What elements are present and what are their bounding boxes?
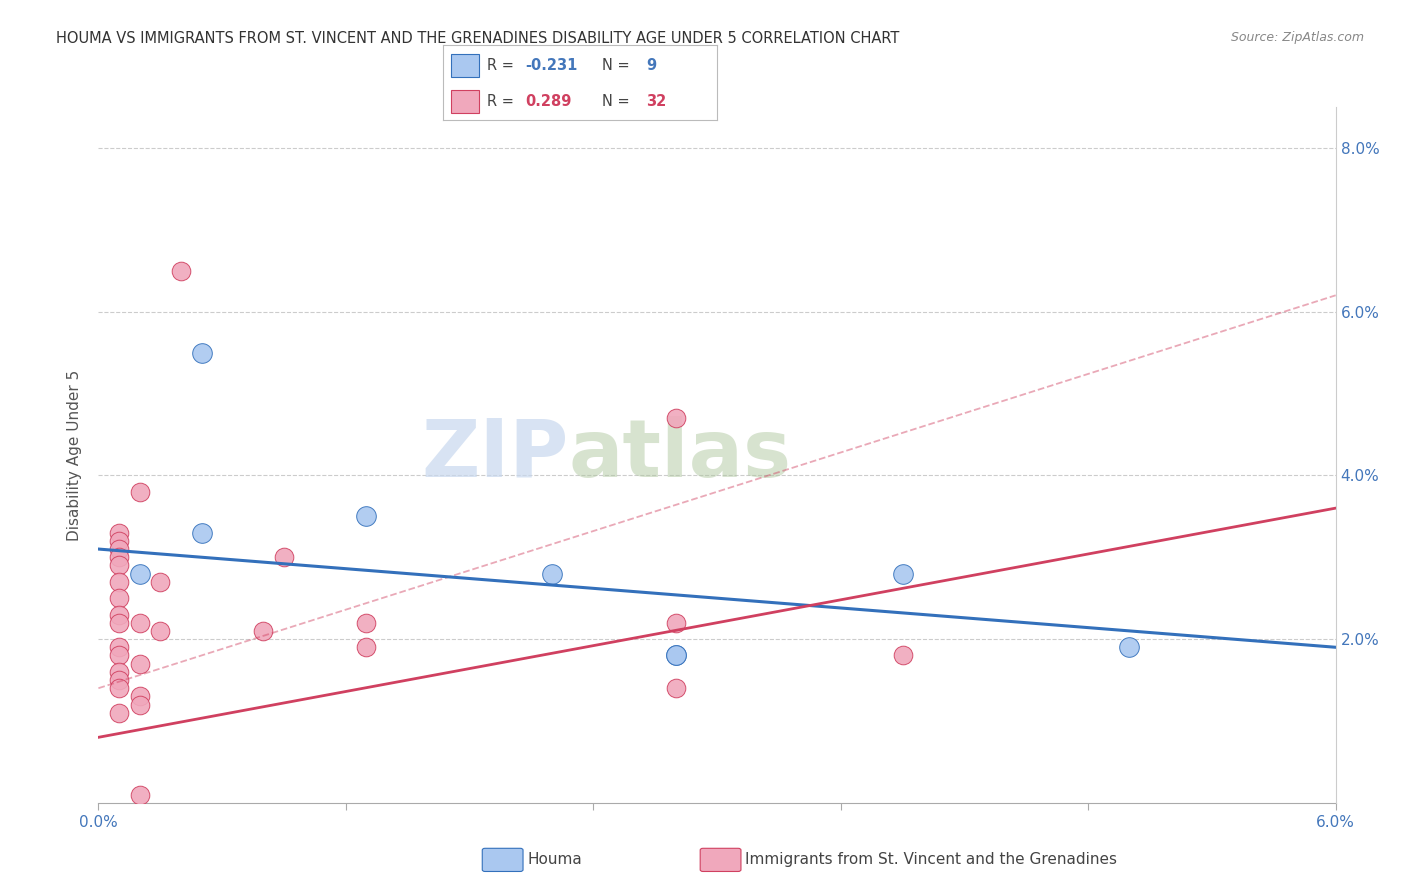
Bar [451,90,478,112]
Point [128,484,150,499]
Point [108,574,131,589]
Text: Source: ZipAtlas.com: Source: ZipAtlas.com [1230,31,1364,45]
Point [665,615,688,630]
Point [665,648,688,663]
Point [108,607,131,622]
Point [665,681,688,696]
Text: atlas: atlas [568,416,792,494]
Text: R =: R = [486,94,519,109]
Point [356,615,378,630]
Text: 0.289: 0.289 [526,94,571,109]
Point [108,673,131,687]
Point [356,509,378,524]
Point [149,574,172,589]
Text: HOUMA VS IMMIGRANTS FROM ST. VINCENT AND THE GRENADINES DISABILITY AGE UNDER 5 C: HOUMA VS IMMIGRANTS FROM ST. VINCENT AND… [56,31,900,46]
Bar [451,54,478,78]
Point [190,525,212,540]
Text: N =: N = [602,58,634,73]
Point [128,566,150,581]
Point [108,542,131,557]
Point [128,657,150,671]
Text: ZIP: ZIP [422,416,568,494]
Point [108,591,131,606]
Point [108,525,131,540]
Text: 32: 32 [645,94,666,109]
Point [891,648,914,663]
Text: -0.231: -0.231 [526,58,578,73]
Point [356,640,378,655]
Text: 9: 9 [645,58,657,73]
Point [170,264,193,278]
Point [108,615,131,630]
Text: R =: R = [486,58,519,73]
Point [891,566,914,581]
Point [108,550,131,565]
Point [108,681,131,696]
Point [128,690,150,704]
Point [252,624,274,638]
Point [273,550,295,565]
Point [149,624,172,638]
Text: N =: N = [602,94,634,109]
Text: Houma: Houma [527,853,582,867]
Y-axis label: Disability Age Under 5: Disability Age Under 5 [67,369,83,541]
Point [128,698,150,712]
Point [665,411,688,425]
Point [665,648,688,663]
Point [108,558,131,573]
Point [108,665,131,679]
Point [108,640,131,655]
Point [190,345,212,359]
Point [1118,640,1140,655]
Text: Immigrants from St. Vincent and the Grenadines: Immigrants from St. Vincent and the Gren… [745,853,1118,867]
Point [108,648,131,663]
Point [108,706,131,720]
Point [108,533,131,548]
Point [128,788,150,802]
Point [541,566,564,581]
Point [128,615,150,630]
